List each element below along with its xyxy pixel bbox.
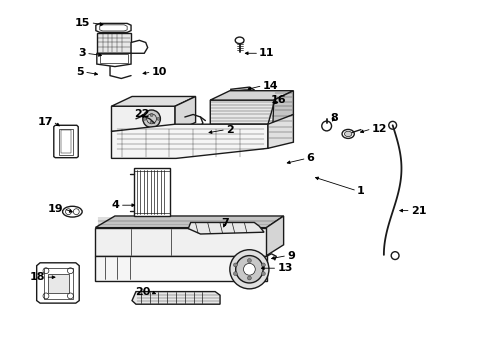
Text: 15: 15	[75, 18, 90, 28]
Circle shape	[235, 256, 263, 283]
Circle shape	[321, 121, 331, 131]
Circle shape	[261, 272, 265, 276]
Text: 14: 14	[262, 81, 278, 91]
Text: 18: 18	[30, 272, 45, 282]
Text: 20: 20	[135, 287, 150, 297]
Polygon shape	[267, 114, 293, 148]
Ellipse shape	[235, 37, 244, 44]
Text: 19: 19	[48, 204, 63, 214]
Polygon shape	[111, 124, 267, 158]
Polygon shape	[210, 91, 293, 100]
Circle shape	[229, 250, 268, 289]
Text: 21: 21	[410, 206, 426, 216]
Polygon shape	[210, 100, 273, 124]
Polygon shape	[54, 125, 78, 158]
Text: 10: 10	[151, 67, 166, 77]
Text: 12: 12	[371, 124, 386, 134]
Circle shape	[243, 264, 255, 275]
Text: 2: 2	[225, 125, 233, 135]
Polygon shape	[95, 228, 266, 256]
Text: 1: 1	[356, 186, 364, 196]
Circle shape	[233, 263, 237, 267]
Polygon shape	[95, 216, 283, 228]
Ellipse shape	[344, 131, 351, 136]
Text: 7: 7	[221, 218, 228, 228]
Circle shape	[261, 263, 265, 267]
Text: 8: 8	[329, 113, 337, 123]
Circle shape	[157, 117, 160, 120]
Polygon shape	[95, 256, 266, 281]
Text: 5: 5	[76, 67, 84, 77]
Polygon shape	[272, 91, 293, 124]
Circle shape	[143, 117, 146, 120]
Circle shape	[233, 272, 237, 276]
Text: 9: 9	[286, 251, 294, 261]
Circle shape	[150, 121, 153, 124]
Polygon shape	[175, 96, 195, 131]
Polygon shape	[132, 292, 220, 304]
Polygon shape	[134, 168, 170, 216]
Polygon shape	[97, 33, 131, 53]
Polygon shape	[131, 40, 147, 53]
Polygon shape	[230, 87, 254, 98]
Polygon shape	[266, 216, 283, 256]
Polygon shape	[188, 222, 264, 234]
Polygon shape	[48, 274, 69, 293]
Polygon shape	[97, 53, 131, 67]
Text: 11: 11	[259, 48, 274, 58]
Text: 17: 17	[37, 117, 53, 127]
Polygon shape	[96, 23, 131, 32]
Text: 6: 6	[306, 153, 314, 163]
Polygon shape	[37, 263, 79, 303]
Text: 3: 3	[78, 48, 86, 58]
Text: 16: 16	[270, 95, 286, 105]
Circle shape	[142, 110, 160, 127]
Polygon shape	[111, 106, 175, 131]
Text: 13: 13	[277, 263, 292, 273]
Polygon shape	[111, 96, 195, 106]
Ellipse shape	[342, 129, 354, 138]
Text: 4: 4	[112, 200, 120, 210]
Circle shape	[247, 276, 251, 280]
Circle shape	[247, 258, 251, 262]
Circle shape	[150, 114, 153, 117]
Ellipse shape	[62, 206, 82, 217]
Text: 22: 22	[134, 109, 149, 120]
